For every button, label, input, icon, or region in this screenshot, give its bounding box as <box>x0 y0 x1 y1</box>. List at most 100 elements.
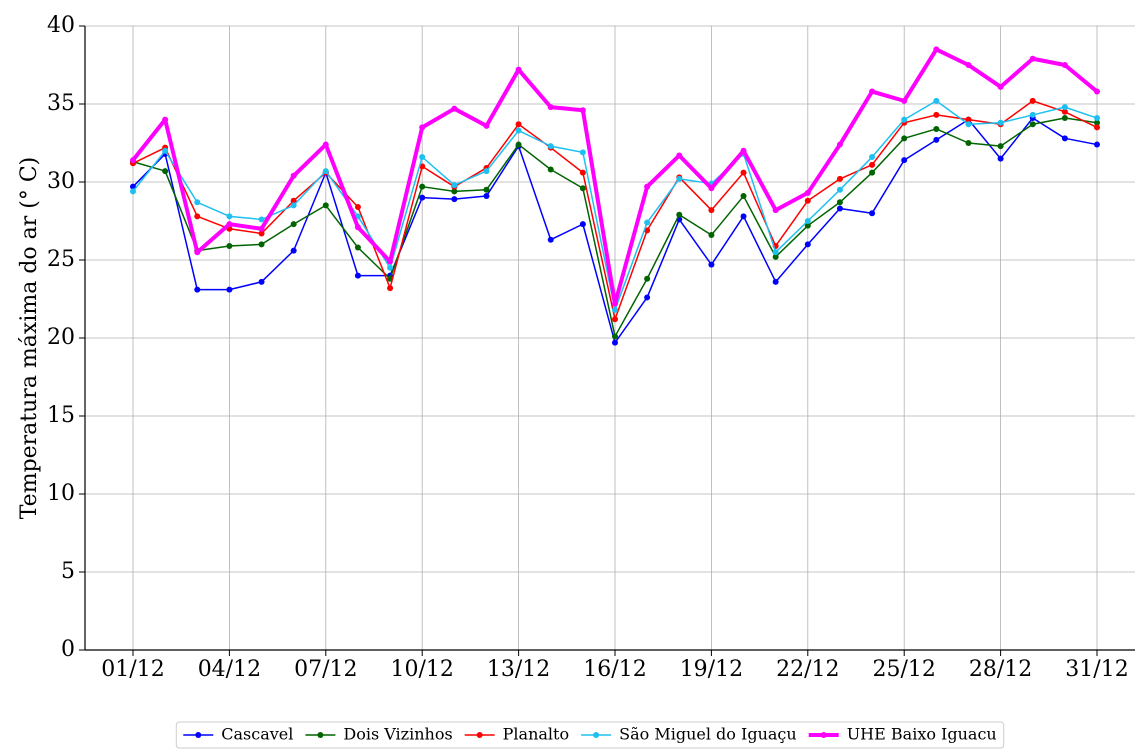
point <box>965 140 972 146</box>
point <box>836 175 843 182</box>
point <box>1061 104 1068 111</box>
x-tick-label: 07/12 <box>294 657 357 682</box>
point <box>579 107 586 114</box>
legend-marker <box>195 732 202 738</box>
point <box>997 83 1004 90</box>
point <box>676 175 683 182</box>
point <box>1061 135 1068 142</box>
legend-item: Cascavel <box>183 725 293 744</box>
y-tick-label: 35 <box>47 91 75 116</box>
point <box>226 242 233 249</box>
legend-item: Planalto <box>464 725 569 744</box>
point <box>451 196 458 203</box>
point <box>1094 88 1100 95</box>
point <box>612 333 618 340</box>
x-tick-label: 22/12 <box>776 657 839 682</box>
point <box>547 143 554 150</box>
point <box>1061 108 1068 115</box>
point <box>451 188 458 195</box>
point <box>419 183 426 190</box>
point <box>354 272 361 279</box>
point <box>515 121 522 128</box>
point <box>162 168 169 175</box>
point <box>772 207 779 214</box>
point <box>965 62 972 68</box>
point <box>708 207 715 214</box>
point <box>1029 111 1036 118</box>
y-tick-label: 30 <box>47 169 75 194</box>
point <box>258 278 265 285</box>
point <box>354 203 361 210</box>
point <box>869 210 876 217</box>
x-tick-label: 16/12 <box>583 657 646 682</box>
point <box>1029 121 1036 128</box>
point <box>290 172 297 179</box>
point <box>997 119 1004 126</box>
point <box>483 168 490 175</box>
point <box>194 199 201 206</box>
legend-item: São Miguel do Iguaçu <box>581 725 797 744</box>
point <box>194 286 201 293</box>
point <box>1029 97 1036 104</box>
point <box>1094 124 1100 131</box>
x-tick-label: 31/12 <box>1065 657 1128 682</box>
legend-marker <box>820 732 827 738</box>
point <box>419 154 426 161</box>
point <box>708 185 715 192</box>
point <box>901 97 908 104</box>
legend-item: Dois Vizinhos <box>305 725 453 744</box>
point <box>612 316 618 323</box>
point <box>258 230 265 237</box>
x-tick-label: 01/12 <box>101 657 164 682</box>
point <box>708 232 715 239</box>
point <box>483 186 490 193</box>
point <box>130 183 136 190</box>
point <box>836 205 843 212</box>
point <box>708 261 715 268</box>
point <box>869 161 876 168</box>
point <box>290 202 297 209</box>
legend-label: Planalto <box>503 725 569 744</box>
legend-item: UHE Baixo Iguacu <box>808 725 997 744</box>
point <box>1061 115 1068 122</box>
point <box>644 219 651 226</box>
point <box>1094 115 1100 122</box>
y-axis-label: Temperatura máxima do ar (° C) <box>17 157 42 520</box>
point <box>612 300 618 307</box>
point <box>226 286 233 293</box>
x-tick-label: 28/12 <box>969 657 1032 682</box>
point <box>740 193 747 200</box>
legend: Cascavel Dois Vizinhos Planalto São Miguel … <box>175 721 1005 749</box>
point <box>387 264 394 271</box>
point <box>515 127 522 134</box>
point <box>772 253 779 260</box>
point <box>354 213 361 220</box>
point <box>612 339 618 346</box>
point <box>612 306 618 313</box>
point <box>804 189 811 196</box>
point <box>933 136 940 143</box>
legend-label: São Miguel do Iguaçu <box>619 725 797 744</box>
point <box>547 104 554 111</box>
point <box>933 111 940 118</box>
x-tick-label: 10/12 <box>390 657 453 682</box>
point <box>1061 62 1068 68</box>
point <box>836 141 843 148</box>
point <box>194 213 201 220</box>
point <box>644 227 651 234</box>
point <box>676 211 683 218</box>
point <box>933 97 940 104</box>
point <box>644 294 651 301</box>
point <box>419 194 426 201</box>
point <box>869 154 876 161</box>
point <box>676 152 683 159</box>
point <box>290 221 297 228</box>
point <box>322 168 329 175</box>
point <box>1094 141 1100 148</box>
point <box>354 244 361 251</box>
point <box>162 147 169 154</box>
point <box>804 222 811 229</box>
point <box>547 166 554 173</box>
point <box>226 213 233 220</box>
